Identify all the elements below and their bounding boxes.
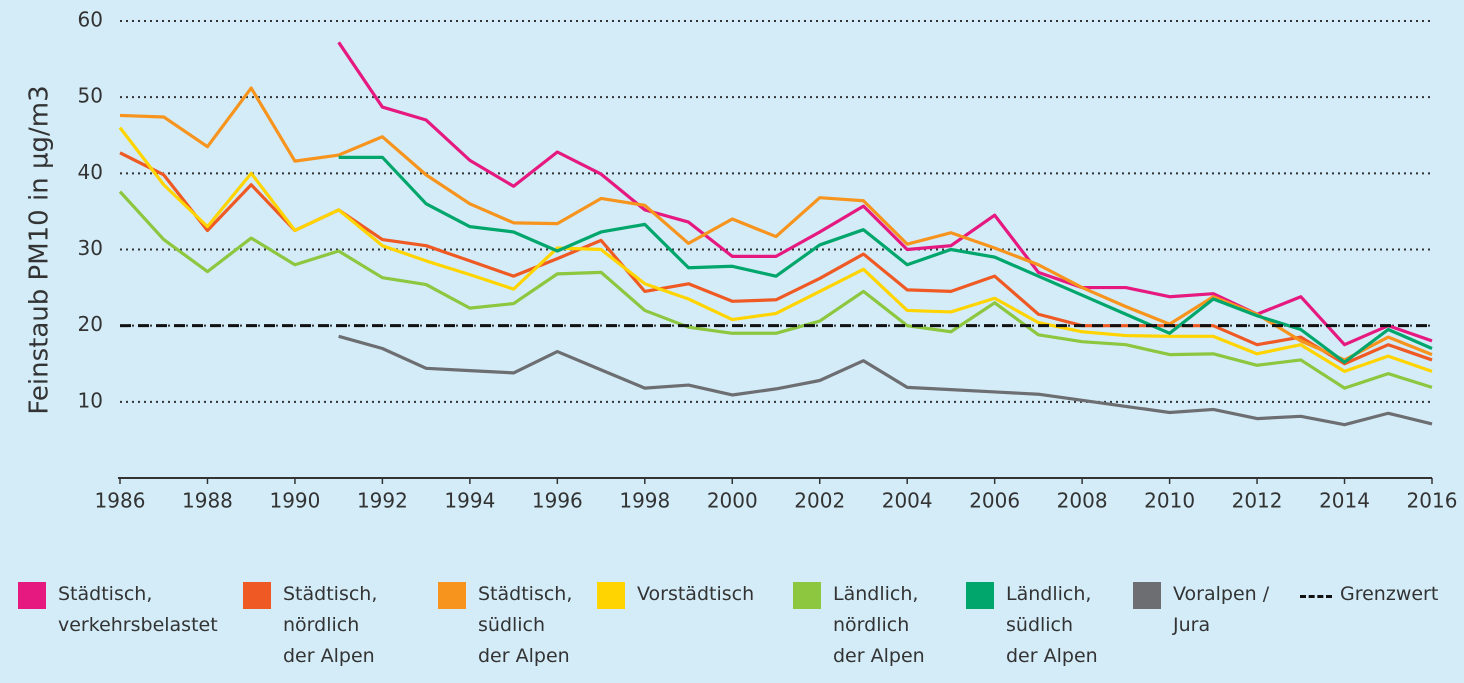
x-tick-label: 2000 (707, 489, 758, 513)
legend-swatch (1133, 582, 1161, 609)
legend-item: Ländlich, nördlich der Alpen (793, 582, 925, 672)
legend-label: Voralpen / Jura (1173, 583, 1270, 636)
legend-swatch (597, 582, 625, 609)
x-tick-label: 2008 (1057, 489, 1108, 513)
series-line (118, 190, 1433, 390)
legend-item: Städtisch, verkehrsbelastet (18, 582, 218, 641)
legend-item: Voralpen / Jura (1133, 582, 1269, 641)
legend-label: Städtisch, nördlich der Alpen (283, 583, 378, 667)
legend-swatch (438, 582, 466, 609)
legend-label: Städtisch, verkehrsbelastet (58, 583, 218, 636)
x-tick-label: 1990 (269, 489, 320, 513)
x-tick-label: 2010 (1144, 489, 1195, 513)
legend-label: Städtisch, südlich der Alpen (478, 583, 573, 667)
y-tick-label: 20 (78, 312, 103, 336)
y-tick-label: 60 (78, 8, 103, 32)
series-line (338, 334, 1433, 427)
y-tick-label: 30 (78, 236, 103, 260)
x-tick-label: 1998 (619, 489, 670, 513)
x-tick-label: 2006 (969, 489, 1020, 513)
y-tick-label: 10 (78, 388, 103, 412)
x-tick-label: 1988 (182, 489, 233, 513)
legend-label: Vorstädtisch (637, 583, 755, 605)
x-tick-label: 2014 (1319, 489, 1370, 513)
series-line (119, 86, 1433, 362)
legend-label: Ländlich, südlich der Alpen (1006, 583, 1098, 667)
x-tick-label: 2016 (1407, 489, 1458, 513)
series-line (337, 41, 1433, 347)
x-tick-label: 1996 (532, 489, 583, 513)
x-tick-label: 1994 (444, 489, 495, 513)
y-tick-label: 40 (78, 160, 103, 184)
series-line (338, 155, 1433, 364)
legend-item: Ländlich, südlich der Alpen (966, 582, 1098, 672)
legend-label: Ländlich, nördlich der Alpen (833, 583, 925, 667)
legend-swatch (793, 582, 821, 609)
legend-label: Grenzwert (1340, 583, 1439, 605)
y-axis-label: Feinstaub PM10 in µg/m3 (25, 85, 55, 414)
legend-item: Vorstädtisch (597, 582, 754, 610)
x-tick-label: 2012 (1232, 489, 1283, 513)
legend-swatch (243, 582, 271, 609)
legend-item: Städtisch, südlich der Alpen (438, 582, 572, 672)
legend-item: Grenzwert (1300, 582, 1438, 610)
x-tick-label: 2002 (794, 489, 845, 513)
legend-swatch (966, 582, 994, 609)
legend-swatch (1300, 595, 1332, 598)
x-tick-label: 2004 (882, 489, 933, 513)
legend-swatch (18, 582, 46, 609)
legend-item: Städtisch, nördlich der Alpen (243, 582, 377, 672)
x-tick-label: 1992 (357, 489, 408, 513)
series-line (118, 126, 1433, 373)
y-tick-label: 50 (78, 84, 103, 108)
x-tick-label: 1986 (95, 489, 146, 513)
